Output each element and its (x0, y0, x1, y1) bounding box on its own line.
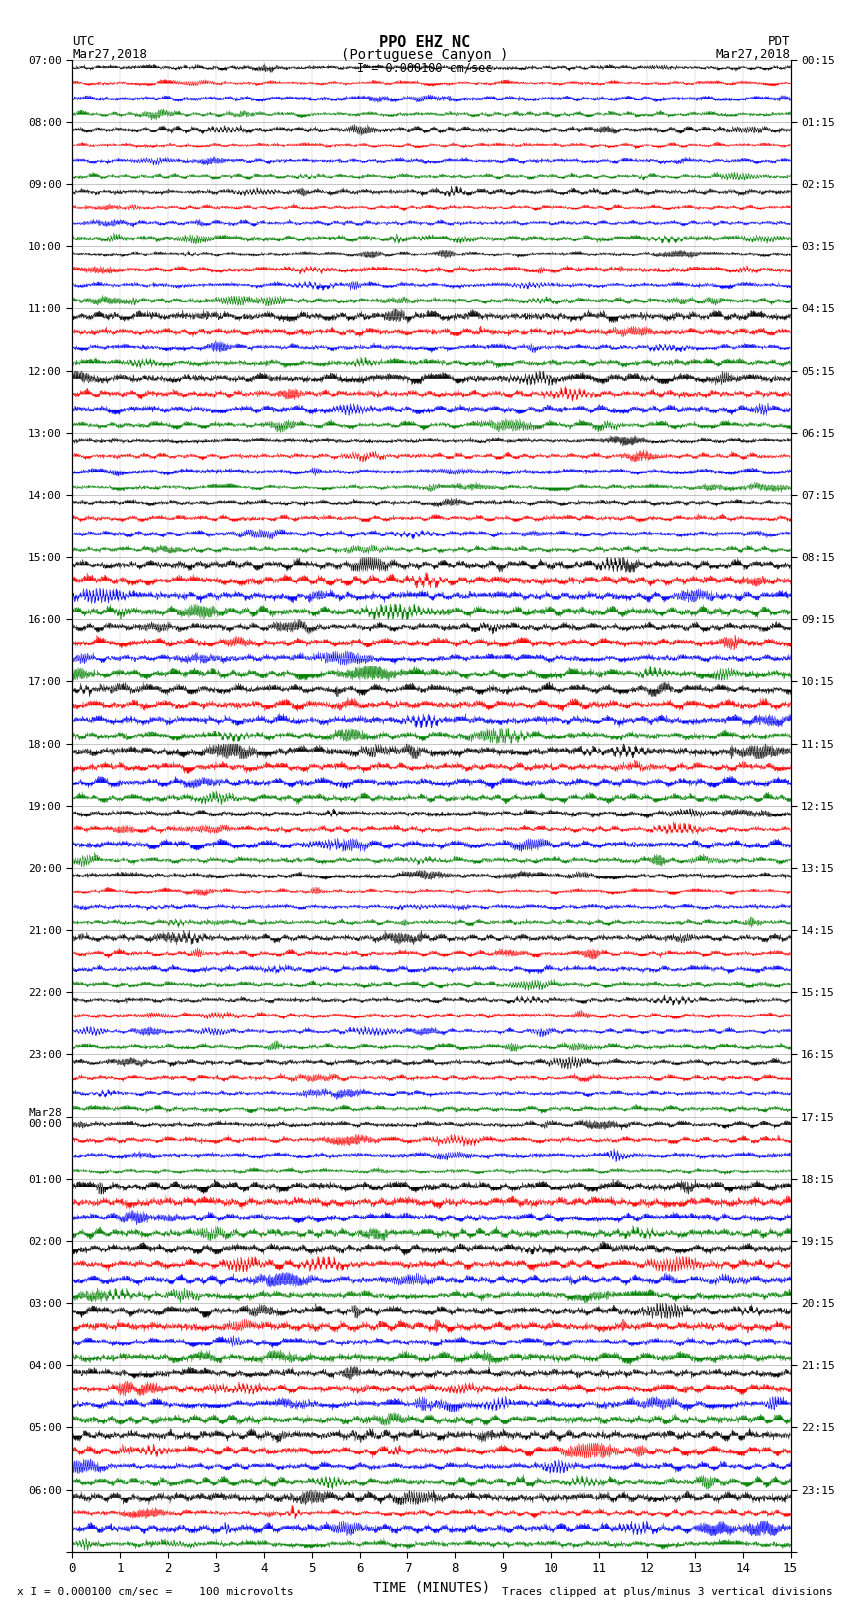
X-axis label: TIME (MINUTES): TIME (MINUTES) (373, 1581, 490, 1595)
Text: (Portuguese Canyon ): (Portuguese Canyon ) (341, 48, 509, 63)
Text: Mar27,2018: Mar27,2018 (72, 48, 147, 61)
Text: I = 0.000100 cm/sec: I = 0.000100 cm/sec (357, 61, 493, 74)
Text: PPO EHZ NC: PPO EHZ NC (379, 35, 471, 50)
Text: UTC: UTC (72, 35, 94, 48)
Text: Mar27,2018: Mar27,2018 (716, 48, 790, 61)
Text: x I = 0.000100 cm/sec =    100 microvolts: x I = 0.000100 cm/sec = 100 microvolts (17, 1587, 294, 1597)
Text: Traces clipped at plus/minus 3 vertical divisions: Traces clipped at plus/minus 3 vertical … (502, 1587, 833, 1597)
Text: PDT: PDT (768, 35, 790, 48)
